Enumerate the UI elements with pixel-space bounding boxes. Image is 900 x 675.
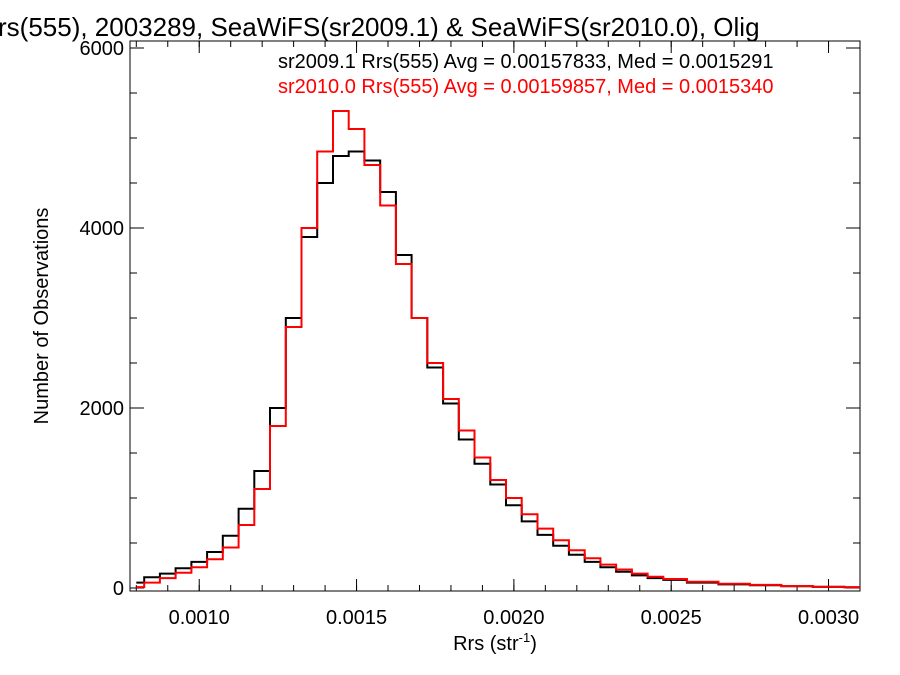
plot-frame — [129, 40, 861, 592]
x-tick-label: 0.0025 — [641, 607, 702, 629]
x-axis-label: Rrs (str-1) — [453, 630, 537, 655]
x-tick-label: 0.0015 — [326, 607, 387, 629]
y-tick-label: 6000 — [80, 38, 125, 60]
series-group — [136, 110, 860, 589]
y-tick-label: 0 — [113, 578, 124, 600]
y-tick-label: 4000 — [80, 218, 125, 240]
series-line-sr2010 — [136, 110, 860, 589]
axis-ticks: 0.0010 0.0015 0.0020 0.0025 0.0030 0 2000 4000 6… — [80, 38, 861, 629]
x-axis-label-close: ) — [530, 633, 537, 655]
y-axis-label: Number of Observations — [31, 208, 53, 425]
series-line-sr2009 — [136, 150, 860, 589]
x-tick-label: 0.0010 — [169, 607, 230, 629]
chart-title: rs(555), 2003289, SeaWiFS(sr2009.1) & Se… — [0, 12, 760, 42]
annotation-sr2009: sr2009.1 Rrs(555) Avg = 0.00157833, Med … — [278, 51, 774, 73]
annotation-sr2010: sr2010.0 Rrs(555) Avg = 0.00159857, Med … — [278, 76, 774, 98]
x-axis-label-superscript: -1 — [519, 630, 531, 645]
x-axis-label-main: Rrs (str — [453, 633, 519, 655]
x-tick-label: 0.0020 — [483, 607, 544, 629]
x-tick-label: 0.0030 — [798, 607, 859, 629]
y-tick-label: 2000 — [80, 398, 125, 420]
